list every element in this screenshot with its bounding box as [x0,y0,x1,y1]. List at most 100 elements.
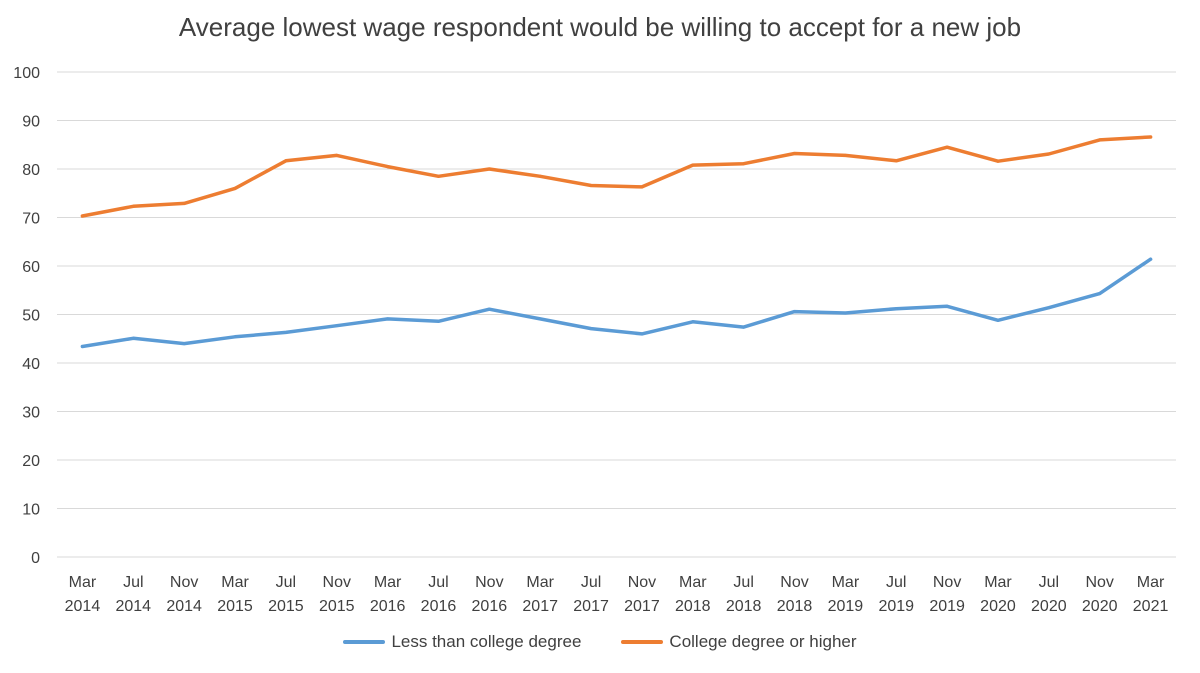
x-tick-label-year-1: 2014 [115,598,151,615]
x-tick-label-month-1: Jul [123,574,143,591]
x-tick-label-year-11: 2017 [624,598,660,615]
x-tick-label-year-20: 2020 [1082,598,1118,615]
series-0-point-6 [386,317,390,321]
x-tick-label-year-2: 2014 [166,598,202,615]
x-tick-label-year-8: 2016 [472,598,508,615]
series-0-point-13 [742,325,746,329]
y-tick-label-50: 50 [22,308,40,325]
x-tick-label-month-17: Nov [933,574,961,591]
x-tick-label-year-9: 2017 [522,598,558,615]
x-tick-label-year-3: 2015 [217,598,253,615]
series-0-point-9 [538,317,542,321]
legend-swatch-college-or-higher [621,640,664,644]
x-tick-label-month-13: Jul [733,574,753,591]
series-0-point-15 [843,311,847,315]
y-tick-label-20: 20 [22,453,40,470]
series-line-1 [80,135,1153,218]
series-1-point-7 [436,174,440,178]
x-tick-label-month-11: Nov [628,574,656,591]
series-1-point-18 [996,159,1000,163]
y-tick-label-70: 70 [22,211,40,228]
x-tick-label-year-16: 2019 [878,598,914,615]
x-tick-label-month-8: Nov [475,574,503,591]
x-tick-label-year-21: 2021 [1133,598,1169,615]
legend-item-college-or-higher: College degree or higher [621,632,857,652]
series-0-point-18 [996,318,1000,322]
series-1-point-20 [1098,138,1102,142]
series-0-point-7 [436,319,440,323]
x-tick-label-month-19: Jul [1039,574,1059,591]
series-0-point-14 [793,310,797,314]
series-1-point-16 [894,159,898,163]
x-tick-label-year-4: 2015 [268,598,304,615]
x-tick-label-year-15: 2019 [828,598,864,615]
x-tick-label-year-10: 2017 [573,598,609,615]
y-tick-label-40: 40 [22,356,40,373]
y-tick-label-90: 90 [22,114,40,131]
x-tick-label-year-6: 2016 [370,598,406,615]
x-tick-label-month-10: Jul [581,574,601,591]
series-0-point-2 [182,342,186,346]
x-tick-label-month-21: Mar [1137,574,1165,591]
x-tick-label-month-16: Jul [886,574,906,591]
series-1-point-5 [335,153,339,157]
series-0-point-11 [640,332,644,336]
series-1-point-11 [640,185,644,189]
series-0-point-10 [589,327,593,331]
x-tick-label-month-20: Nov [1085,574,1113,591]
x-tick-label-year-5: 2015 [319,598,355,615]
series-1-point-10 [589,183,593,187]
series-1-point-9 [538,174,542,178]
x-tick-label-year-12: 2018 [675,598,711,615]
series-0-point-1 [131,336,135,340]
series-1-point-12 [691,163,695,167]
x-tick-label-year-19: 2020 [1031,598,1067,615]
x-tick-label-year-18: 2020 [980,598,1016,615]
series-line-0 [80,257,1153,349]
x-tick-label-year-7: 2016 [421,598,457,615]
series-1-point-1 [131,204,135,208]
y-tick-label-100: 100 [13,65,40,82]
series-0-point-16 [894,307,898,311]
x-tick-label-month-0: Mar [69,574,97,591]
series-0-point-12 [691,320,695,324]
x-tick-label-year-14: 2018 [777,598,813,615]
legend-swatch-less-than-college [343,640,386,644]
series-1-point-8 [487,167,491,171]
x-tick-label-month-14: Nov [780,574,808,591]
y-tick-label-0: 0 [31,550,40,567]
series-1-point-15 [843,153,847,157]
x-tick-label-month-3: Mar [221,574,249,591]
x-tick-label-month-15: Mar [832,574,860,591]
x-tick-label-month-12: Mar [679,574,707,591]
y-tick-label-10: 10 [22,502,40,519]
x-tick-label-month-5: Nov [323,574,351,591]
x-tick-label-year-17: 2019 [929,598,965,615]
series-0-point-8 [487,307,491,311]
legend-item-less-than-college: Less than college degree [343,632,581,652]
series-1-point-17 [945,145,949,149]
x-tick-label-month-9: Mar [526,574,554,591]
x-tick-label-month-6: Mar [374,574,402,591]
series-0-point-5 [335,324,339,328]
series-0-point-17 [945,304,949,308]
x-tick-label-year-0: 2014 [65,598,101,615]
series-0-point-20 [1098,292,1102,296]
legend-label-college-or-higher: College degree or higher [669,632,857,651]
series-1-point-0 [80,214,84,218]
y-tick-label-80: 80 [22,162,40,179]
y-tick-label-60: 60 [22,259,40,276]
chart-title: Average lowest wage respondent would be … [178,12,1022,42]
series-1-point-3 [233,186,237,190]
series-1-point-6 [386,165,390,169]
series-0-point-19 [1047,306,1051,310]
y-tick-label-30: 30 [22,405,40,422]
legend-label-less-than-college: Less than college degree [391,632,582,651]
series-0-point-21 [1149,257,1153,261]
x-tick-label-year-13: 2018 [726,598,762,615]
series-1-point-2 [182,201,186,205]
x-tick-label-month-7: Jul [428,574,448,591]
legend: Less than college degree College degree … [0,632,1200,652]
series-1-point-14 [793,151,797,155]
